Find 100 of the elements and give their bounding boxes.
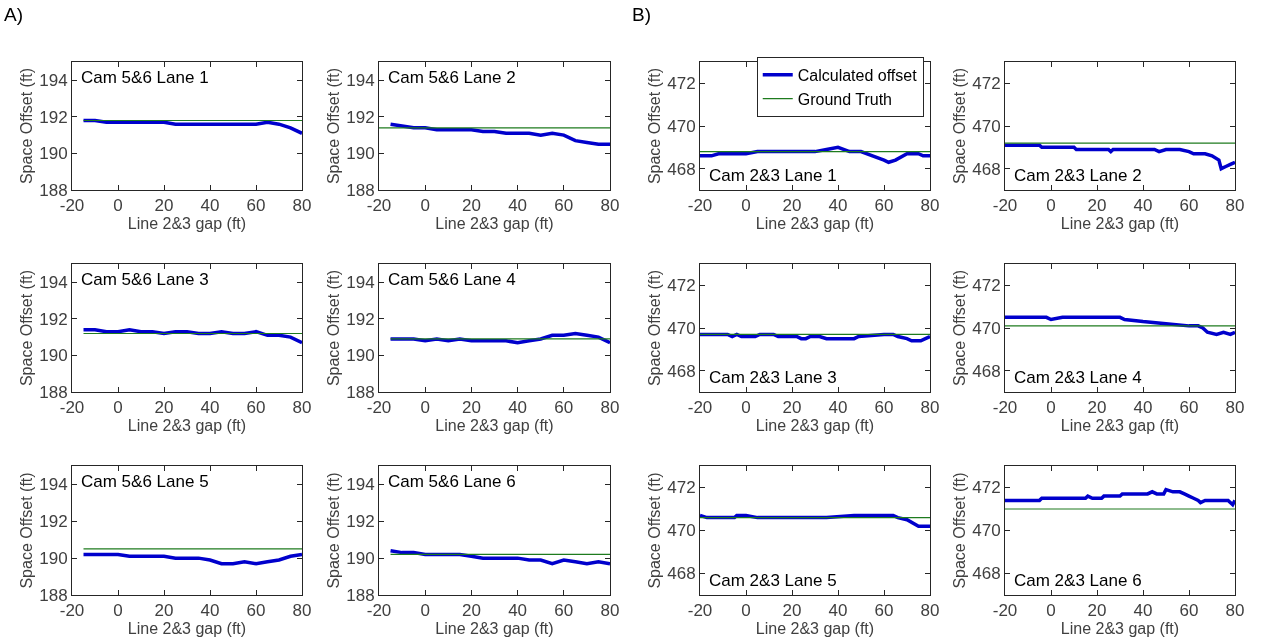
y-tick-label: 472	[667, 74, 696, 94]
x-tick-label: 40	[200, 196, 220, 216]
x-tick-label: 20	[1087, 398, 1107, 418]
y-axis-title: Space Offset (ft)	[325, 472, 343, 589]
x-axis-title: Line 2&3 gap (ft)	[1060, 620, 1180, 638]
y-tick-label: 192	[39, 309, 68, 329]
y-axis-title: Space Offset (ft)	[18, 269, 36, 387]
line-series	[388, 122, 610, 147]
x-tick-label: 60	[1179, 196, 1199, 216]
y-tick-label: 470	[972, 318, 1001, 338]
y-tick-label: 192	[39, 512, 68, 532]
x-tick-label: 60	[246, 196, 266, 216]
y-axis-title: Space Offset (ft)	[646, 269, 664, 387]
y-tick-label: 470	[667, 318, 696, 338]
x-tick-label: 40	[1133, 196, 1153, 216]
x-tick-label: 0	[113, 196, 123, 216]
x-axis-title: Line 2&3 gap (ft)	[755, 215, 875, 233]
x-tick-label: 0	[741, 196, 751, 216]
x-tick-label: 0	[741, 601, 751, 621]
x-axis-title: Line 2&3 gap (ft)	[127, 417, 247, 435]
line-series	[1005, 487, 1235, 507]
x-axis-title: Line 2&3 gap (ft)	[755, 620, 875, 638]
x-tick-label: 60	[246, 398, 266, 418]
y-axis-title: Space Offset (ft)	[951, 472, 969, 589]
x-tick-label: 80	[600, 398, 620, 418]
x-tick-label: 80	[920, 601, 940, 621]
y-axis-title: Space Offset (ft)	[951, 269, 969, 387]
x-tick-label: 20	[782, 398, 802, 418]
x-axis-title: Line 2&3 gap (ft)	[127, 620, 247, 638]
y-tick-label: 472	[972, 74, 1001, 94]
x-tick-label: 80	[292, 398, 312, 418]
x-tick-label: 40	[828, 601, 848, 621]
y-axis-title: Space Offset (ft)	[18, 67, 36, 185]
y-tick-label: 470	[667, 116, 696, 136]
x-tick-label: 40	[1133, 601, 1153, 621]
text: Cam 2&3 Lane 1	[709, 166, 837, 185]
x-tick-label: 20	[461, 601, 481, 621]
x-tick-label: 40	[1133, 398, 1153, 418]
y-tick-label: 468	[972, 564, 1001, 584]
y-tick-label: 472	[667, 276, 696, 296]
x-tick-label: 40	[828, 398, 848, 418]
y-tick-label: 470	[972, 116, 1001, 136]
y-axis-title: Space Offset (ft)	[325, 269, 343, 387]
x-tick-label: -20	[992, 398, 1018, 418]
y-tick-label: 190	[39, 549, 68, 569]
x-tick-label: 20	[782, 601, 802, 621]
text: Cam 2&3 Lane 6	[1014, 571, 1142, 590]
y-tick-label: 468	[667, 361, 696, 381]
x-tick-label: 0	[1046, 601, 1056, 621]
legend-label: Calculated offset	[797, 67, 918, 85]
x-tick-label: 40	[508, 196, 528, 216]
x-tick-label: 80	[600, 601, 620, 621]
x-tick-label: 0	[1046, 196, 1056, 216]
text: B)	[632, 4, 651, 25]
chart-title: Cam 5&6 Lane 6	[388, 472, 516, 491]
y-tick-label: 192	[346, 309, 375, 329]
x-tick-label: 0	[1046, 398, 1056, 418]
y-tick-label: 194	[39, 475, 68, 495]
y-tick-label: 194	[39, 273, 68, 293]
y-tick-label: 472	[972, 276, 1001, 296]
y-tick-label: 190	[346, 549, 375, 569]
y-tick-label: 190	[346, 144, 375, 164]
y-tick-label: 194	[346, 475, 375, 495]
x-tick-label: 20	[782, 196, 802, 216]
x-tick-label: 80	[1225, 398, 1245, 418]
x-tick-label: 0	[420, 601, 430, 621]
x-tick-label: 0	[420, 196, 430, 216]
chart-title: Cam 5&6 Lane 4	[388, 270, 516, 289]
x-tick-label: 20	[154, 196, 174, 216]
x-tick-label: 0	[420, 398, 430, 418]
line-series	[81, 118, 302, 136]
x-tick-label: 20	[1087, 601, 1107, 621]
y-tick-label: 468	[972, 159, 1001, 179]
chart-title: Cam 5&6 Lane 1	[81, 68, 209, 87]
chart-title: Cam 5&6 Lane 2	[388, 68, 516, 87]
x-tick-label: 80	[920, 196, 940, 216]
y-tick-label: 192	[39, 107, 68, 127]
x-tick-label: -20	[687, 196, 713, 216]
y-tick-label: 472	[667, 478, 696, 498]
x-tick-label: 80	[292, 196, 312, 216]
x-axis-title: Line 2&3 gap (ft)	[435, 620, 554, 638]
x-tick-label: -20	[687, 601, 713, 621]
x-tick-label: 80	[292, 601, 312, 621]
y-tick-label: 468	[667, 564, 696, 584]
x-tick-label: 60	[554, 398, 574, 418]
y-axis-title: Space Offset (ft)	[951, 67, 969, 185]
x-tick-label: 40	[200, 601, 220, 621]
x-tick-label: 20	[154, 398, 174, 418]
y-tick-label: 472	[972, 478, 1001, 498]
x-tick-label: -20	[992, 196, 1018, 216]
y-tick-label: 192	[346, 107, 375, 127]
y-axis-title: Space Offset (ft)	[18, 472, 36, 589]
y-tick-label: 468	[667, 159, 696, 179]
x-axis-title: Line 2&3 gap (ft)	[1060, 417, 1180, 435]
chart-title: Cam 5&6 Lane 3	[81, 270, 209, 289]
x-tick-label: 40	[508, 601, 528, 621]
y-tick-label: 470	[667, 521, 696, 541]
x-axis-title: Line 2&3 gap (ft)	[755, 417, 875, 435]
x-tick-label: 40	[200, 398, 220, 418]
x-tick-label: 60	[554, 601, 574, 621]
